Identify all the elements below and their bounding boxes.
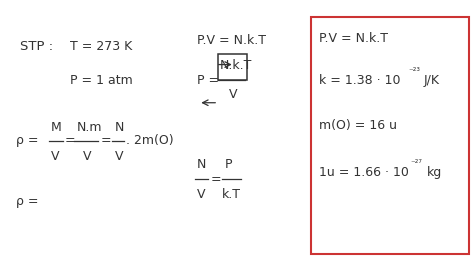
Text: =: = xyxy=(65,134,76,147)
Text: =: = xyxy=(210,173,221,186)
Text: N.m: N.m xyxy=(77,121,102,134)
Text: P =: P = xyxy=(197,74,219,87)
Text: . 2m(O): . 2m(O) xyxy=(126,134,174,147)
Text: P.V = N.k.T: P.V = N.k.T xyxy=(197,34,266,47)
Text: V: V xyxy=(228,88,237,101)
Text: ⁻²⁷: ⁻²⁷ xyxy=(410,159,422,168)
Text: 1u = 1.66 · 10: 1u = 1.66 · 10 xyxy=(319,166,410,179)
Text: V: V xyxy=(197,188,205,201)
Text: STP :: STP : xyxy=(20,40,54,53)
Text: V: V xyxy=(115,150,123,163)
Text: ρ =: ρ = xyxy=(16,195,38,208)
Text: N: N xyxy=(115,121,124,134)
Text: T = 273 K: T = 273 K xyxy=(70,40,132,53)
Text: m(O) = 16 u: m(O) = 16 u xyxy=(319,119,398,132)
Text: =: = xyxy=(100,134,111,147)
Text: N.k.T: N.k.T xyxy=(219,59,252,72)
Text: M: M xyxy=(51,121,62,134)
Text: kg: kg xyxy=(427,166,442,179)
Text: P.V = N.k.T: P.V = N.k.T xyxy=(319,32,389,45)
Text: ρ =: ρ = xyxy=(16,134,38,147)
Bar xyxy=(311,17,469,254)
Text: ⁻²³: ⁻²³ xyxy=(408,67,420,76)
Text: V: V xyxy=(82,150,91,163)
Text: N: N xyxy=(197,158,206,171)
Text: k.T: k.T xyxy=(222,188,241,201)
Text: P = 1 atm: P = 1 atm xyxy=(70,74,132,87)
Bar xyxy=(218,54,247,80)
Text: J/K: J/K xyxy=(424,74,440,87)
Text: P: P xyxy=(224,158,232,171)
Text: V: V xyxy=(51,150,59,163)
Text: k = 1.38 · 10: k = 1.38 · 10 xyxy=(319,74,401,87)
